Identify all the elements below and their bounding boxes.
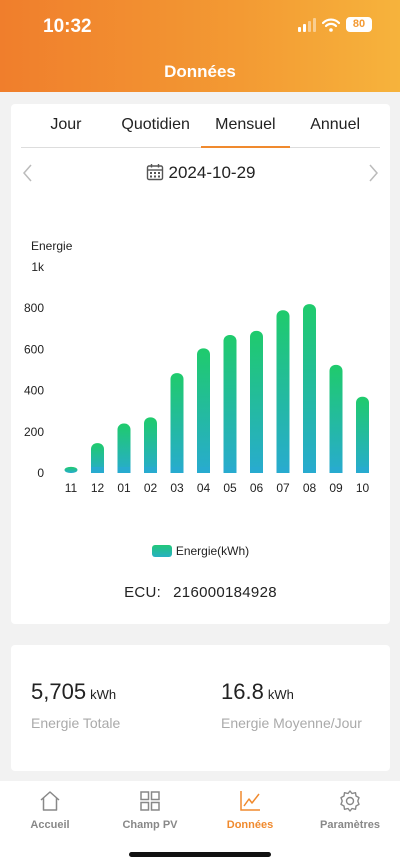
x-tick-label: 02 (144, 481, 158, 495)
average-energy-unit: kWh (267, 687, 294, 702)
x-tick-label: 11 (65, 481, 78, 495)
bar-base (117, 467, 131, 473)
x-tick-label: 10 (356, 481, 370, 495)
bar-base (356, 467, 369, 473)
bar-base (144, 467, 157, 473)
ecu-info: ECU: 216000184928 (11, 584, 390, 601)
chart-card: Jour Quotidien Mensuel Annuel 2024-10-29 (11, 104, 390, 624)
period-tabs: Jour Quotidien Mensuel Annuel (21, 104, 380, 148)
y-axis-label: Energie (31, 239, 73, 253)
nav-label: Données (226, 819, 274, 831)
bar-02[interactable] (144, 417, 157, 473)
total-energy-label: Energie Totale (31, 715, 121, 731)
y-tick-label: 200 (24, 425, 44, 439)
nav-champ-pv[interactable]: Champ PV (100, 789, 200, 831)
legend-swatch (151, 545, 172, 557)
bar-base (170, 467, 184, 473)
ecu-value: 216000184928 (173, 584, 277, 601)
x-tick-label: 05 (223, 481, 237, 495)
nav-label: Champ PV (122, 819, 178, 831)
nav-label: Accueil (30, 819, 70, 831)
average-energy-label: Energie Moyenne/Jour (221, 715, 362, 731)
bar-base (276, 467, 290, 473)
nav-parametres[interactable]: Paramètres (300, 789, 400, 831)
tab-quotidien[interactable]: Quotidien (121, 116, 190, 133)
x-tick-label: 01 (117, 481, 131, 495)
x-tick-label: 08 (303, 481, 317, 495)
bar-base (223, 467, 237, 473)
bar-base (303, 467, 316, 473)
chart-line-icon (240, 791, 260, 811)
bar-08[interactable] (303, 304, 316, 473)
legend-label: Energie(kWh) (175, 544, 250, 558)
x-tick-label: 12 (91, 481, 105, 495)
average-energy-value: 16.8 (221, 679, 264, 704)
bar-base (197, 467, 210, 473)
y-tick-label: 0 (37, 466, 44, 480)
date-value: 2024-10-29 (168, 163, 256, 182)
tab-jour[interactable]: Jour (50, 116, 82, 133)
gear-icon (340, 790, 360, 812)
wifi-icon (322, 18, 340, 32)
bar-11[interactable] (64, 466, 78, 473)
grid-icon (140, 791, 160, 811)
battery-indicator: 80 (346, 17, 372, 32)
tab-annuel[interactable]: Annuel (310, 116, 361, 133)
bar-03[interactable] (170, 373, 184, 473)
energy-bar-chart: Energie 0 200 400 600 800 1k 11 12 01 02 03 04 05 06… (24, 239, 370, 495)
average-energy-stat: 16.8 kWh Energie Moyenne/Jour (221, 679, 362, 731)
signal-icon (298, 17, 316, 32)
y-tick-label: 1k (31, 260, 45, 274)
y-tick-label: 800 (24, 301, 44, 315)
bar-07[interactable] (276, 310, 290, 473)
calendar-icon (146, 164, 163, 181)
x-tick-label: 07 (276, 481, 290, 495)
total-energy-unit: kWh (90, 687, 117, 702)
date-picker[interactable]: 2024-10-29 (11, 160, 390, 186)
nav-donnees[interactable]: Données (200, 789, 300, 831)
chart-legend[interactable]: Energie(kWh) (11, 544, 390, 558)
x-tick-label: 09 (329, 481, 343, 495)
stats-card: 5,705 kWh Energie Totale 16.8 kWh Energie … (11, 645, 390, 771)
x-tick-label: 04 (197, 481, 211, 495)
home-indicator (129, 852, 271, 857)
x-tick-label: 03 (170, 481, 184, 495)
total-energy-stat: 5,705 kWh Energie Totale (31, 679, 120, 731)
chevron-right-icon[interactable] (364, 164, 382, 182)
y-tick-label: 600 (24, 342, 44, 356)
bar-10[interactable] (356, 396, 369, 473)
bar-base (91, 467, 104, 473)
bar-12[interactable] (91, 443, 104, 473)
bar-01[interactable] (117, 423, 131, 473)
page-title: Données (164, 62, 236, 81)
nav-accueil[interactable]: Accueil (0, 789, 100, 831)
x-tick-label: 06 (250, 481, 264, 495)
nav-label: Paramètres (320, 819, 380, 831)
bar-base (250, 467, 263, 473)
bottom-navigation: Accueil Champ PV Données Paramètres (0, 781, 400, 866)
y-tick-label: 400 (24, 384, 44, 398)
ecu-label: ECU: (124, 584, 162, 601)
app-header: 10:32 80 Données (0, 0, 400, 92)
bar-09[interactable] (329, 364, 343, 473)
chevron-left-icon[interactable] (19, 164, 37, 182)
status-time: 10:32 (43, 16, 92, 37)
bar-06[interactable] (250, 330, 263, 473)
home-icon (40, 791, 60, 811)
bar-base (329, 467, 343, 473)
date-selector: 2024-10-29 (11, 160, 390, 186)
status-icons: 80 (298, 17, 372, 32)
bar-04[interactable] (197, 348, 210, 473)
tab-mensuel[interactable]: Mensuel (200, 104, 291, 148)
bar-05[interactable] (223, 334, 237, 473)
total-energy-value: 5,705 (31, 679, 87, 704)
